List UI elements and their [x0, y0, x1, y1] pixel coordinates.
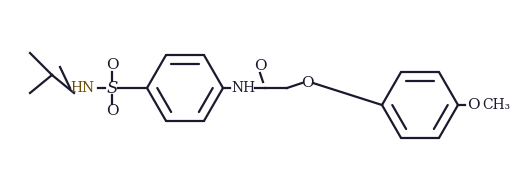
Text: O: O [105, 58, 118, 72]
Text: HN: HN [70, 81, 94, 95]
Text: CH₃: CH₃ [482, 98, 510, 112]
Text: O: O [105, 104, 118, 118]
Text: O: O [467, 98, 480, 112]
Text: NH: NH [231, 81, 255, 95]
Text: O: O [254, 59, 266, 73]
Text: O: O [301, 76, 313, 90]
Text: S: S [106, 80, 117, 96]
